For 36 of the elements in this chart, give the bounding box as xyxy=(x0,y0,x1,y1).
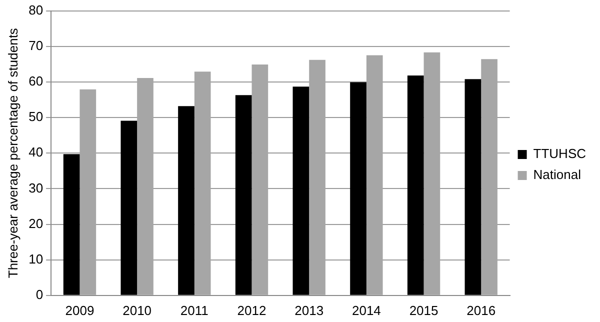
bar xyxy=(424,52,440,295)
y-tick-label: 30 xyxy=(28,180,44,196)
bar xyxy=(63,154,80,295)
x-tick-label: 2014 xyxy=(352,302,381,318)
bar xyxy=(407,76,424,295)
bar xyxy=(481,59,498,295)
bar xyxy=(120,120,138,295)
legend-label: TTUHSC xyxy=(533,146,586,162)
bar xyxy=(366,55,383,295)
x-tick-label: 2011 xyxy=(180,302,208,318)
y-tick-label: 0 xyxy=(36,286,44,302)
x-tick-label: 2015 xyxy=(409,302,438,318)
bar xyxy=(178,106,194,295)
bar xyxy=(137,78,154,295)
bar xyxy=(350,82,366,295)
bar xyxy=(80,89,96,295)
bar xyxy=(292,86,310,295)
y-axis-title: Three-year average percentage of students xyxy=(5,28,20,278)
y-tick-label: 10 xyxy=(28,251,44,266)
y-tick-label: 20 xyxy=(28,216,44,231)
bar xyxy=(235,95,252,295)
legend-label: National xyxy=(533,167,582,182)
x-tick-label: 2016 xyxy=(466,302,496,318)
y-tick-label: 40 xyxy=(28,144,44,160)
x-tick-label: 2010 xyxy=(122,302,152,318)
x-tick-label: 2013 xyxy=(294,302,324,318)
bar xyxy=(194,72,211,295)
bar xyxy=(309,60,326,295)
x-tick-label: 2012 xyxy=(237,302,266,318)
y-tick-label: 80 xyxy=(28,2,44,18)
bar xyxy=(464,79,482,295)
bar xyxy=(252,64,268,295)
y-tick-label: 50 xyxy=(28,109,44,124)
x-tick-label: 2009 xyxy=(65,302,94,318)
y-tick-label: 60 xyxy=(28,74,44,89)
y-tick-label: 70 xyxy=(28,38,44,53)
